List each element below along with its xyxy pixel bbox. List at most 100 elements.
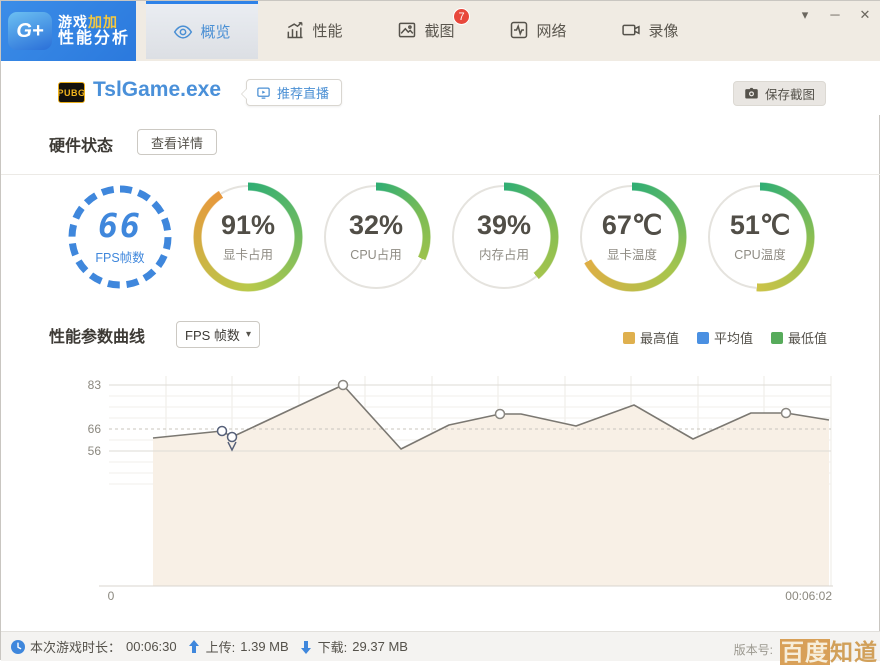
divider [1, 174, 880, 175]
upload-label: 上传: [205, 640, 236, 655]
legend-item-最低值: 最低值 [770, 328, 827, 347]
legend-swatch [622, 331, 635, 344]
gauge-inner: 67℃ 显卡温度 [577, 182, 687, 292]
upload-arrow-icon [188, 639, 199, 653]
tab-截图[interactable]: 截图 7 [370, 1, 482, 59]
game-icon: PUBG [58, 82, 85, 103]
save-screenshot-button[interactable]: 保存截图 [732, 81, 826, 106]
performance-section-title: 性能参数曲线 [49, 329, 146, 346]
live-icon [257, 87, 270, 99]
gauge-inner: 66 FPS帧数 [65, 182, 175, 292]
fps-dashed-ring [68, 185, 172, 289]
gauge-CPU温度: 51℃ CPU温度 [705, 182, 815, 292]
tab-bar: 概览 性能 截图 7 网络 录像 [146, 1, 706, 59]
watermark-highlight: 百度 [780, 639, 830, 665]
logo-text: 游戏加加 性能分析 [58, 14, 130, 48]
gauge-label: 显卡温度 [606, 247, 657, 262]
tab-网络[interactable]: 网络 [482, 1, 594, 59]
gauge-value: 91% [220, 210, 276, 241]
download-label: 下载: [317, 640, 348, 655]
gauge-label: 显卡占用 [222, 247, 273, 262]
gauge-label: CPU占用 [350, 247, 402, 262]
hardware-section-title: 硬件状态 [49, 138, 114, 155]
gauge-arc [449, 182, 559, 292]
legend-swatch [770, 331, 783, 344]
logo-badge-text: G+ [16, 19, 44, 42]
version-label: 版本号: [733, 643, 773, 657]
gauge-arc [193, 182, 303, 292]
save-screenshot-label: 保存截图 [764, 88, 815, 102]
app-logo: G+ 游戏加加 性能分析 [1, 1, 136, 61]
series-dropdown-value: FPS 帧数 [185, 328, 240, 343]
chevron-down-icon: ▾ [245, 329, 251, 340]
gauge-CPU占用: 32% CPU占用 [321, 182, 431, 292]
watermark: 百度知道 [780, 633, 878, 667]
upload-stat: 上传: 1.39 MB [187, 637, 289, 656]
gauge-value: 66 [98, 205, 142, 245]
eye-icon [173, 22, 193, 42]
svg-text:0: 0 [108, 589, 115, 603]
minimize-icon[interactable]: ─ [830, 7, 840, 22]
session-label: 本次游戏时长： [30, 640, 122, 655]
svg-text:66: 66 [88, 422, 102, 436]
gauge-arc [705, 182, 815, 292]
gauge-arc [321, 182, 431, 292]
screenshot-icon [397, 20, 417, 40]
recommend-live-label: 推荐直播 [277, 86, 330, 101]
gauge-FPS帧数: 66 FPS帧数 [65, 182, 175, 292]
chart-legend: 最高值 平均值 最低值 [622, 328, 827, 347]
logo-line1: 游戏加加 [58, 13, 118, 30]
logo-line2: 性能分析 [58, 29, 131, 47]
header-bar: G+ 游戏加加 性能分析 概览 性能 截图 7 网络 录像 ▾ ─ ✕ [1, 1, 880, 61]
tab-性能[interactable]: 性能 [258, 1, 370, 59]
view-details-button[interactable]: 查看详情 [137, 129, 218, 155]
gauge-value: 39% [476, 210, 532, 241]
gauge-value: 67℃ [601, 210, 663, 241]
gauge-value: 32% [348, 210, 404, 241]
clock-icon [11, 639, 25, 654]
gauge-label: CPU温度 [734, 247, 786, 262]
tab-录像[interactable]: 录像 [594, 1, 706, 59]
watermark-text: 知道 [830, 639, 878, 665]
tab-label: 截图 [424, 22, 455, 40]
gauge-label: 内存占用 [478, 247, 529, 262]
legend-item-平均值: 平均值 [696, 328, 753, 347]
legend-label: 平均值 [713, 331, 753, 346]
download-arrow-icon [300, 640, 311, 654]
session-value: 00:06:30 [126, 639, 177, 654]
menu-caret-icon[interactable]: ▾ [801, 7, 809, 22]
gauge-inner: 51℃ CPU温度 [705, 182, 815, 292]
game-name: TslGame.exe [93, 78, 222, 101]
svg-text:83: 83 [88, 378, 102, 392]
close-icon[interactable]: ✕ [859, 7, 871, 22]
recommend-live-button[interactable]: 推荐直播 [240, 79, 343, 106]
gauges-row: 66 FPS帧数 91% 显卡占用 32% CPU占用 39% 内存占用 67℃ 显卡温度 51℃ C… [65, 182, 815, 292]
logo-icon: G+ [8, 12, 52, 50]
game-title-row: PUBG TslGame.exe 推荐直播 保存截图 [1, 61, 880, 175]
status-bar: 本次游戏时长： 00:06:30 上传: 1.39 MB 下载: 29.37 MB 版… [1, 631, 880, 665]
performance-icon [285, 20, 305, 40]
legend-label: 最低值 [787, 331, 827, 346]
camera-icon [745, 87, 758, 99]
svg-text:00:06:02: 00:06:02 [785, 589, 832, 603]
network-icon [509, 20, 529, 40]
record-icon [621, 20, 641, 40]
chart-canvas: 83 66 56 0 00:06:02 [1, 356, 880, 611]
legend-label: 最高值 [639, 331, 679, 346]
gauge-inner: 91% 显卡占用 [193, 182, 303, 292]
download-value: 29.37 MB [352, 639, 408, 654]
notification-badge: 7 [453, 8, 470, 25]
gauge-inner: 32% CPU占用 [321, 182, 431, 292]
tab-label: 性能 [312, 22, 343, 40]
gauge-显卡占用: 91% 显卡占用 [193, 182, 303, 292]
gauge-inner: 39% 内存占用 [449, 182, 559, 292]
gauge-arc [577, 182, 687, 292]
tab-概览[interactable]: 概览 [146, 1, 258, 59]
gauge-label: FPS帧数 [95, 251, 145, 266]
upload-value: 1.39 MB [240, 639, 289, 654]
gauge-内存占用: 39% 内存占用 [449, 182, 559, 292]
series-dropdown[interactable]: FPS 帧数 ▾ [176, 321, 260, 348]
legend-item-最高值: 最高值 [622, 328, 679, 347]
gauge-显卡温度: 67℃ 显卡温度 [577, 182, 687, 292]
